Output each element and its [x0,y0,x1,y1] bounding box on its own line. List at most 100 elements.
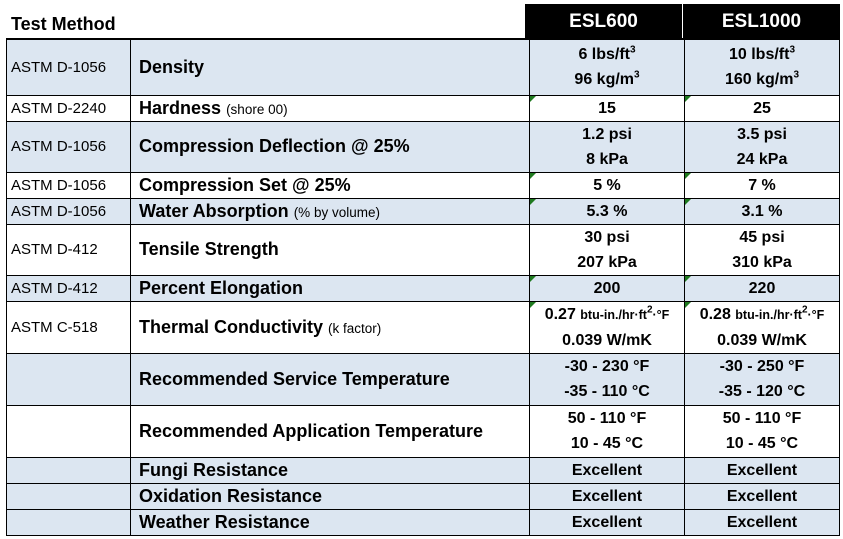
property-cell: Compression Deflection @ 25% [130,120,530,173]
value-line: 5.3 % [586,202,628,220]
property-name: Density [139,56,205,77]
property-cell: Water Absorption (% by volume) [130,197,530,225]
property-cell: Recommended Application Temperature [130,404,530,458]
superscript: 2 [646,304,653,316]
esl600-value: 30 psi 207 kPa [529,223,685,276]
esl600-value: 5 % [529,171,685,199]
table-row: ASTM D-1056 Density 6 lbs/ft3 96 kg/m3 1… [6,38,840,96]
test-method-cell [6,482,131,510]
test-method-cell [6,352,131,406]
test-method-cell [6,456,131,484]
property-cell: Oxidation Resistance [130,482,530,510]
product-header-esl1000: ESL1000 [683,4,840,39]
value-unit: ·°F [652,307,670,322]
value-unit: btu-in./hr·ft [580,307,647,322]
esl1000-value: -30 - 250 °F -35 - 120 °C [684,352,840,406]
property-name: Recommended Service Temperature [139,368,450,389]
property-cell: Hardness (shore 00) [130,94,530,122]
table-row: ASTM D-2240 Hardness (shore 00) 15 25 [6,94,840,122]
table-row: ASTM D-1056 Compression Set @ 25% 5 % 7 … [6,171,840,199]
superscript: 3 [634,69,640,81]
esl600-value: 50 - 110 °F 10 - 45 °C [529,404,685,458]
table-row: ASTM C-518 Thermal Conductivity (k facto… [6,300,840,354]
property-cell: Fungi Resistance [130,456,530,484]
value-line: 8 kPa [586,150,628,168]
test-method-cell: ASTM D-1056 [6,38,131,96]
value-number: 0.27 [544,305,576,323]
property-name: Weather Resistance [139,511,310,532]
property-name: Thermal Conductivity [139,316,324,337]
esl1000-value: Excellent [684,482,840,510]
value-line: 5 % [593,176,621,194]
value-line: 0.039 W/mK [562,331,652,349]
esl600-value: Excellent [529,508,685,536]
esl600-value: 1.2 psi 8 kPa [529,120,685,173]
test-method-cell: ASTM C-518 [6,300,131,354]
table-row: Oxidation Resistance Excellent Excellent [6,482,840,510]
table-row: ASTM D-1056 Water Absorption (% by volum… [6,197,840,225]
property-cell: Recommended Service Temperature [130,352,530,406]
cell-marker-icon [685,275,691,282]
value-line: 25 [753,99,771,117]
esl1000-value: 0.28 btu-in./hr·ft2·°F 0.039 W/mK [684,300,840,354]
table-row: ASTM D-412 Tensile Strength 30 psi 207 kP… [6,223,840,276]
value-line: 10 - 45 °C [725,435,799,452]
property-name: Recommended Application Temperature [139,420,484,441]
test-method-cell: ASTM D-1056 [6,197,131,225]
table-row: Recommended Service Temperature -30 - 23… [6,352,840,406]
property-name: Oxidation Resistance [139,485,323,506]
property-cell: Thermal Conductivity (k factor) [130,300,530,354]
test-method-cell: ASTM D-412 [6,274,131,302]
value-line: 7 % [748,176,776,194]
test-method-cell: ASTM D-1056 [6,171,131,199]
table-row: Recommended Application Temperature 50 -… [6,404,840,458]
property-note: (% by volume) [293,204,380,220]
cell-marker-icon [530,275,536,282]
value-line: Excellent [726,461,798,479]
value-line: Excellent [571,461,643,479]
property-cell: Compression Set @ 25% [130,171,530,199]
esl1000-value: 50 - 110 °F 10 - 45 °C [684,404,840,458]
table-row: ASTM D-412 Percent Elongation 200 220 [6,274,840,302]
value-line: Excellent [571,487,643,505]
esl1000-value: 220 [684,274,840,302]
table-row: ASTM D-1056 Compression Deflection @ 25%… [6,120,840,173]
esl1000-value: 3.5 psi 24 kPa [684,120,840,173]
value-line: 50 - 110 °F [722,410,802,427]
value-line: 207 kPa [577,253,637,271]
value-line: 0.039 W/mK [717,331,807,349]
property-cell: Percent Elongation [130,274,530,302]
value-line: Excellent [726,513,798,531]
superscript: 3 [789,44,796,56]
value-line: 24 kPa [736,150,788,168]
property-name: Compression Set @ 25% [139,174,351,195]
value-line: 160 kg/m [724,71,794,89]
value-line: Excellent [571,513,643,531]
property-name: Compression Deflection @ 25% [139,136,410,156]
cell-marker-icon [530,198,536,205]
value-line: 220 [748,279,776,297]
value-line: -30 - 250 °F [719,358,805,375]
superscript: 2 [801,304,808,316]
test-method-cell [6,404,131,458]
test-method-cell: ASTM D-412 [6,223,131,276]
value-line: 200 [593,279,621,297]
esl1000-value: 25 [684,94,840,122]
value-line: 3.1 % [741,202,783,220]
value-number: 0.28 [699,305,731,323]
value-line: -30 - 230 °F [564,358,650,375]
property-name: Water Absorption [139,200,289,221]
value-line: 50 - 110 °F [567,410,647,427]
value-unit: btu-in./hr·ft [735,307,802,322]
cell-marker-icon [530,95,536,102]
property-cell: Density [130,38,530,96]
esl1000-value: 7 % [684,171,840,199]
value-line: 10 lbs/ft [728,46,790,64]
product-header-esl600: ESL600 [525,4,682,39]
esl600-value: 5.3 % [529,197,685,225]
property-name: Percent Elongation [139,277,304,298]
cell-marker-icon [530,301,536,308]
value-line: 1.2 psi [582,125,632,143]
esl600-value: 200 [529,274,685,302]
esl600-value: Excellent [529,482,685,510]
